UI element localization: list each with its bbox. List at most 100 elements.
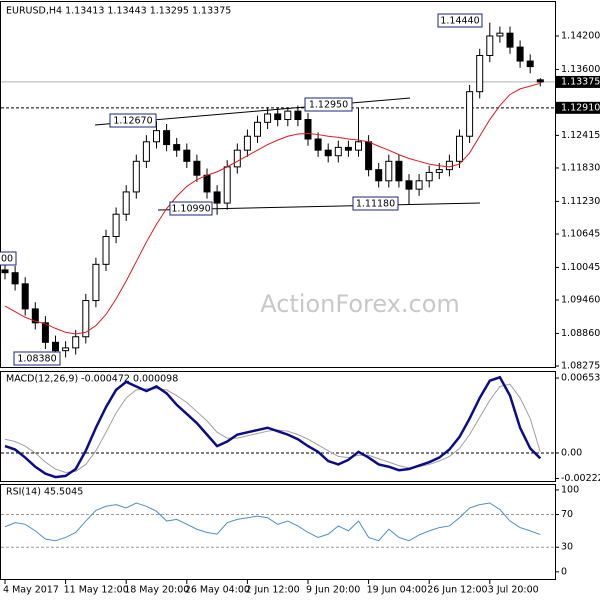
candle-body [264, 113, 272, 123]
candle-body [284, 110, 292, 121]
chart-title: EURUSD,H4 1.13413 1.13443 1.13295 1.1337… [6, 6, 231, 17]
annotation: 1.11180 [356, 199, 395, 210]
candle-body [82, 300, 90, 338]
candle-body [62, 347, 70, 352]
annotation-box [437, 13, 483, 28]
candle-body [365, 141, 373, 171]
candle-body [173, 144, 181, 151]
x-tick-label: 11 May 12:00 [64, 585, 129, 596]
rsi-tick-label: 70 [561, 509, 573, 520]
candle-body [526, 60, 534, 68]
candle-body [233, 149, 241, 168]
rsi-tick-label: 100 [561, 484, 579, 495]
x-tick-label: 2 Jun 12:00 [245, 585, 299, 596]
macd-panel [0, 371, 556, 482]
x-tick-label: 18 May 20:00 [124, 585, 189, 596]
x-tick-label: 26 Jun 12:00 [427, 585, 487, 596]
annotation-box [169, 201, 213, 216]
candle-body [425, 171, 433, 182]
candle-body [274, 113, 282, 121]
candle-body [334, 146, 342, 157]
candle-body [183, 149, 191, 162]
annotation-box [13, 351, 61, 366]
candle-body [223, 166, 231, 204]
x-tick-label: 4 May 2017 [3, 585, 59, 596]
annotation-box [304, 97, 353, 112]
rsi-line [4, 502, 541, 542]
candle-body [112, 213, 120, 237]
price-label-box [556, 101, 600, 114]
y-tick-label: 1.09460 [561, 294, 600, 305]
candle-body [314, 138, 322, 151]
macd-tick-label: -0.002226 [561, 473, 600, 484]
candle-body [92, 263, 100, 302]
y-tick-label: 1.08275 [561, 360, 600, 371]
y-tick-label: 1.11230 [561, 196, 600, 207]
candle-body [355, 141, 362, 151]
candle-body [243, 135, 251, 151]
y-tick-label: 1.10045 [561, 262, 600, 273]
candle-body [1, 269, 9, 274]
rsi-panel [0, 484, 556, 580]
candle-body [254, 121, 261, 137]
candle-body [304, 119, 312, 140]
candle-body [536, 79, 544, 83]
price-label: 1.13375 [561, 76, 600, 87]
candle-body [193, 160, 201, 176]
candle-body [52, 341, 59, 352]
candle-body [395, 160, 403, 182]
candle-body [132, 160, 140, 193]
annotation-box [109, 113, 157, 128]
macd-tick-label: 0.00 [561, 447, 582, 458]
candle-body [142, 141, 150, 162]
candle-body [213, 191, 221, 204]
price-label: 1.12910 [561, 102, 600, 113]
y-tick-label: 1.12415 [561, 130, 600, 141]
y-tick-label: 1.14200 [561, 30, 600, 41]
price-label-box [556, 75, 600, 88]
rsi-tick-label: 30 [561, 542, 573, 553]
annotation: 00 [1, 254, 13, 265]
y-tick-label: 1.10645 [561, 228, 600, 239]
candle-body [445, 160, 453, 171]
moving-average [4, 82, 541, 335]
annotation-box [352, 196, 399, 211]
macd-tick-label: 0.006534 [561, 373, 600, 384]
annotation-box [0, 251, 17, 266]
main-panel [0, 1, 556, 368]
x-tick-label: 9 Jun 20:00 [306, 585, 360, 596]
watermark: ActionForex.com [260, 290, 460, 318]
rsi-tick-label: 0 [561, 566, 567, 577]
y-tick-label: 1.13600 [561, 64, 600, 75]
candle-body [294, 110, 302, 121]
rsi-title: RSI(14) 45.5045 [6, 487, 83, 498]
candle-body [466, 91, 474, 137]
candle-body [456, 135, 463, 162]
annotation: 1.14440 [440, 16, 479, 27]
candle-body [405, 180, 413, 190]
candle-body [11, 272, 19, 285]
candle-body [41, 322, 49, 343]
candle-body [102, 235, 110, 265]
candle-body [31, 308, 39, 324]
macd-line [4, 375, 542, 479]
macd-title: MACD(12,26,9) -0.000472 0.000098 [6, 374, 178, 385]
y-tick-label: 1.08860 [561, 328, 600, 339]
x-tick-label: 19 Jun 04:00 [367, 585, 427, 596]
candle-body [486, 35, 494, 56]
candle-body [435, 169, 443, 173]
candle-body [203, 174, 211, 193]
candle-body [122, 191, 130, 215]
x-tick-label: 3 Jul 20:00 [488, 585, 539, 596]
candle-body [385, 160, 393, 182]
candle-body [324, 149, 332, 157]
candle-body [344, 146, 352, 151]
candle-body [506, 32, 514, 48]
candle-body [476, 54, 484, 93]
annotation: 1.12670 [113, 116, 152, 127]
x-tick-label: 26 May 04:00 [185, 585, 250, 596]
candle-body [21, 283, 29, 310]
annotation: 1.08380 [17, 354, 56, 365]
